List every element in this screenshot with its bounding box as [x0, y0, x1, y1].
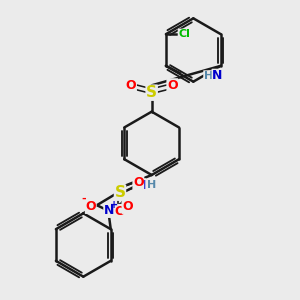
Text: O: O [133, 176, 144, 189]
Text: N: N [212, 69, 223, 82]
Text: H: H [147, 180, 156, 190]
Text: S: S [115, 185, 125, 200]
Text: Cl: Cl [178, 29, 190, 39]
Text: O: O [167, 79, 178, 92]
Text: S: S [146, 85, 157, 100]
Text: O: O [85, 200, 96, 213]
Text: +: + [110, 200, 118, 210]
Text: H: H [204, 71, 213, 81]
Text: -: - [82, 194, 86, 204]
Text: N: N [104, 204, 114, 217]
Text: N: N [136, 179, 146, 192]
Text: O: O [115, 205, 125, 218]
Text: O: O [126, 79, 136, 92]
Text: O: O [122, 200, 133, 213]
